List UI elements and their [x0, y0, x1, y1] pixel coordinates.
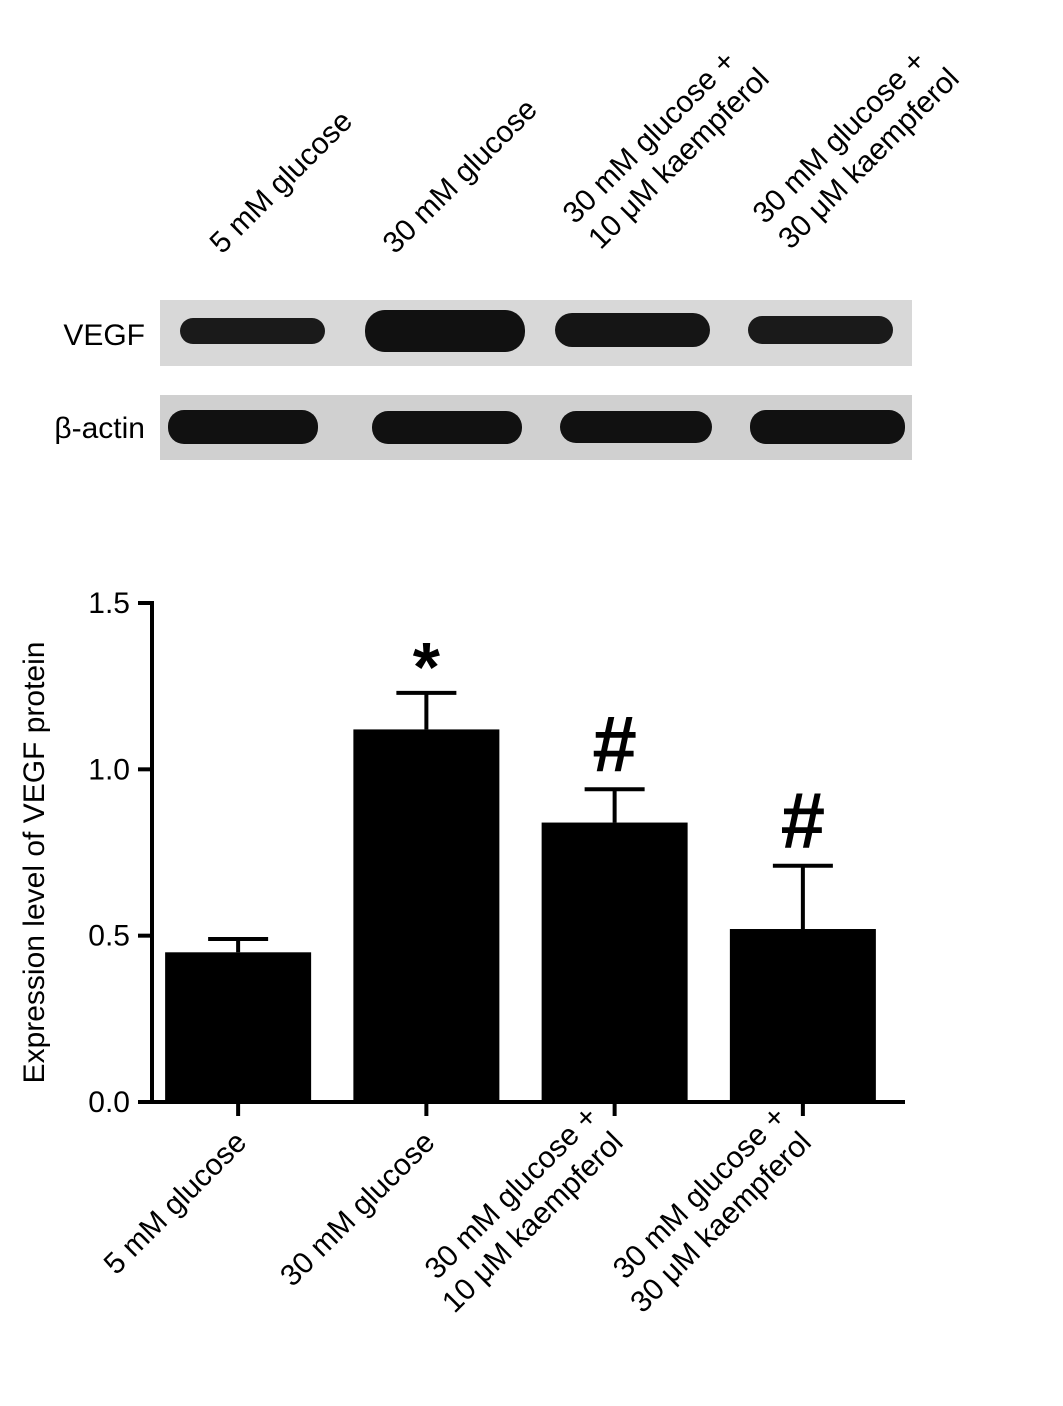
band [168, 410, 318, 444]
bar [353, 729, 500, 1102]
lane-label: 5 mM glucose [204, 105, 359, 260]
lane-label-line: 5 mM glucose [204, 105, 359, 260]
y-tick-label: 0.5 [88, 920, 130, 953]
band [372, 411, 522, 444]
band [748, 316, 893, 344]
x-tick-label: 30 mM glucose [274, 1126, 441, 1293]
y-tick-label: 1.5 [88, 587, 130, 620]
annotation: * [413, 628, 441, 706]
x-tick-label-line: 5 mM glucose [98, 1126, 253, 1281]
bar [165, 952, 312, 1102]
lane-label: 30 mM glucose +30 μM kaempferol [747, 44, 966, 255]
row-label: VEGF [63, 319, 145, 352]
band [555, 313, 710, 347]
y-tick-label: 0.0 [88, 1086, 130, 1119]
row-label: β-actin [54, 412, 145, 445]
bar [541, 822, 688, 1102]
y-tick-label: 1.0 [88, 753, 130, 786]
band [560, 411, 712, 443]
annotation: # [781, 776, 826, 865]
x-tick-label: 30 mM glucose +30 μM kaempferol [607, 1100, 818, 1319]
bar [729, 929, 876, 1102]
band [365, 310, 525, 352]
x-tick-label: 30 mM glucose +10 μM kaempferol [419, 1100, 630, 1319]
y-axis-label: Expression level of VEGF protein [18, 642, 51, 1084]
blot: VEGF β-actin [54, 300, 912, 460]
band [750, 410, 905, 444]
x-tick-label-line: 30 mM glucose [274, 1126, 441, 1293]
lane-label: 30 mM glucose +10 μM kaempferol [557, 44, 776, 255]
band [180, 318, 325, 344]
lane-label-line: 30 mM glucose [377, 93, 544, 260]
x-tick-label: 5 mM glucose [98, 1126, 253, 1281]
lane-label: 30 mM glucose [377, 93, 544, 260]
annotation: # [592, 699, 637, 788]
